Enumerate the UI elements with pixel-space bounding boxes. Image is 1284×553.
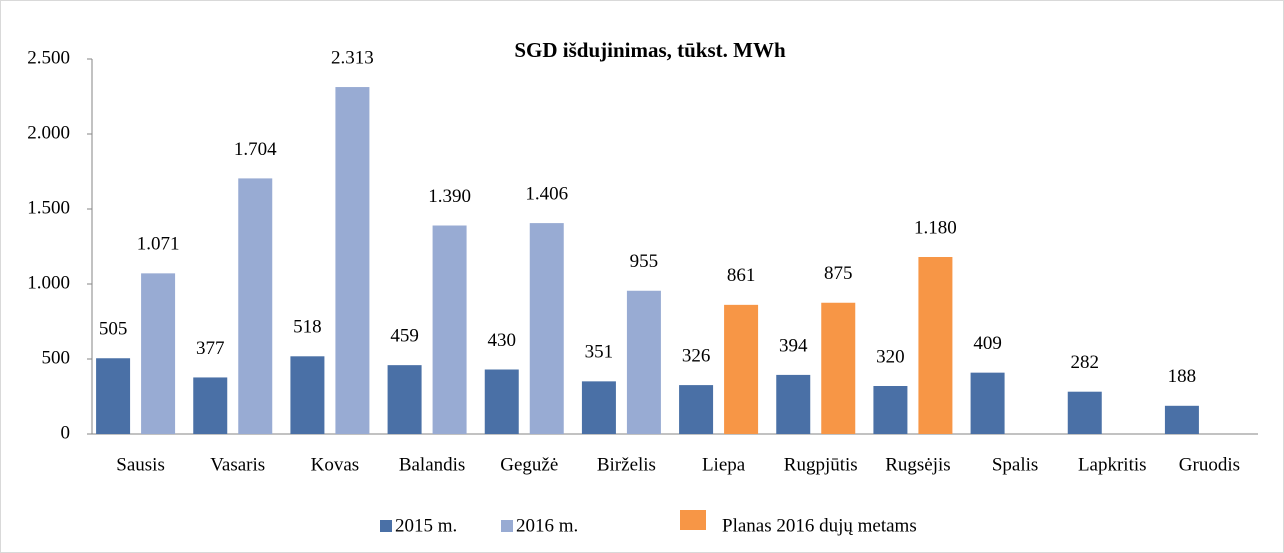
bar: [821, 302, 856, 434]
bar: [432, 225, 467, 434]
chart-title: SGD išdujinimas, tūkst. MWh: [514, 38, 786, 62]
data-label: 1.071: [137, 234, 180, 255]
x-tick-label: Gegužė: [500, 454, 558, 475]
data-label: 1.406: [525, 183, 568, 204]
data-label: 394: [779, 335, 808, 356]
bar: [679, 385, 714, 434]
bar: [581, 381, 616, 434]
x-tick-label: Kovas: [311, 454, 360, 475]
data-label: 377: [196, 338, 225, 359]
bar: [238, 178, 273, 434]
data-label: 188: [1168, 366, 1197, 387]
bar: [873, 386, 908, 434]
y-tick-label: 1.000: [27, 272, 70, 293]
x-tick-label: Liepa: [702, 454, 746, 475]
y-tick-label: 2.500: [27, 47, 70, 68]
data-label: 320: [876, 346, 905, 367]
bar: [193, 377, 228, 434]
data-label: 326: [682, 345, 711, 366]
bar: [290, 356, 325, 434]
data-label: 351: [585, 342, 614, 363]
y-tick-label: 1.500: [27, 197, 70, 218]
data-label: 282: [1071, 352, 1100, 373]
bar: [1067, 391, 1102, 434]
x-tick-label: Birželis: [597, 454, 656, 475]
x-tick-label: Rugpjūtis: [784, 454, 858, 475]
bar: [626, 290, 661, 434]
legend-swatch: [380, 520, 392, 532]
bar: [724, 304, 759, 434]
y-tick-label: 0: [61, 422, 71, 443]
data-label: 1.180: [914, 217, 957, 238]
bar: [335, 87, 370, 435]
legend-label: 2015 m.: [395, 515, 457, 536]
data-label: 430: [488, 330, 517, 351]
x-tick-label: Rugsėjis: [885, 454, 950, 475]
bar: [970, 372, 1005, 434]
data-label: 1.390: [428, 186, 471, 207]
bar: [141, 273, 176, 434]
data-label: 505: [99, 319, 128, 340]
y-tick-label: 500: [42, 347, 71, 368]
data-label: 955: [630, 251, 659, 272]
data-label: 861: [727, 265, 756, 286]
bar: [484, 369, 519, 434]
data-label: 2.313: [331, 47, 374, 68]
y-tick-label: 2.000: [27, 122, 70, 143]
x-tick-label: Spalis: [992, 454, 1038, 475]
bar: [387, 365, 422, 434]
legend-label: Planas 2016 dujų metams: [722, 515, 917, 536]
x-tick-label: Vasaris: [210, 454, 265, 475]
x-tick-label: Sausis: [116, 454, 165, 475]
bar: [529, 223, 564, 434]
x-tick-label: Lapkritis: [1078, 454, 1147, 475]
legend-label: 2016 m.: [516, 515, 578, 536]
data-label: 409: [973, 333, 1002, 354]
bar: [918, 257, 953, 434]
data-label: 459: [390, 326, 419, 347]
legend-swatch: [501, 520, 513, 532]
bar: [96, 358, 131, 434]
x-tick-label: Balandis: [399, 454, 466, 475]
x-tick-label: Gruodis: [1179, 454, 1240, 475]
legend-swatch: [680, 510, 706, 530]
bar: [776, 374, 811, 434]
data-label: 1.704: [234, 139, 277, 160]
data-label: 518: [293, 317, 322, 338]
bar: [1164, 405, 1199, 434]
data-label: 875: [824, 263, 853, 284]
